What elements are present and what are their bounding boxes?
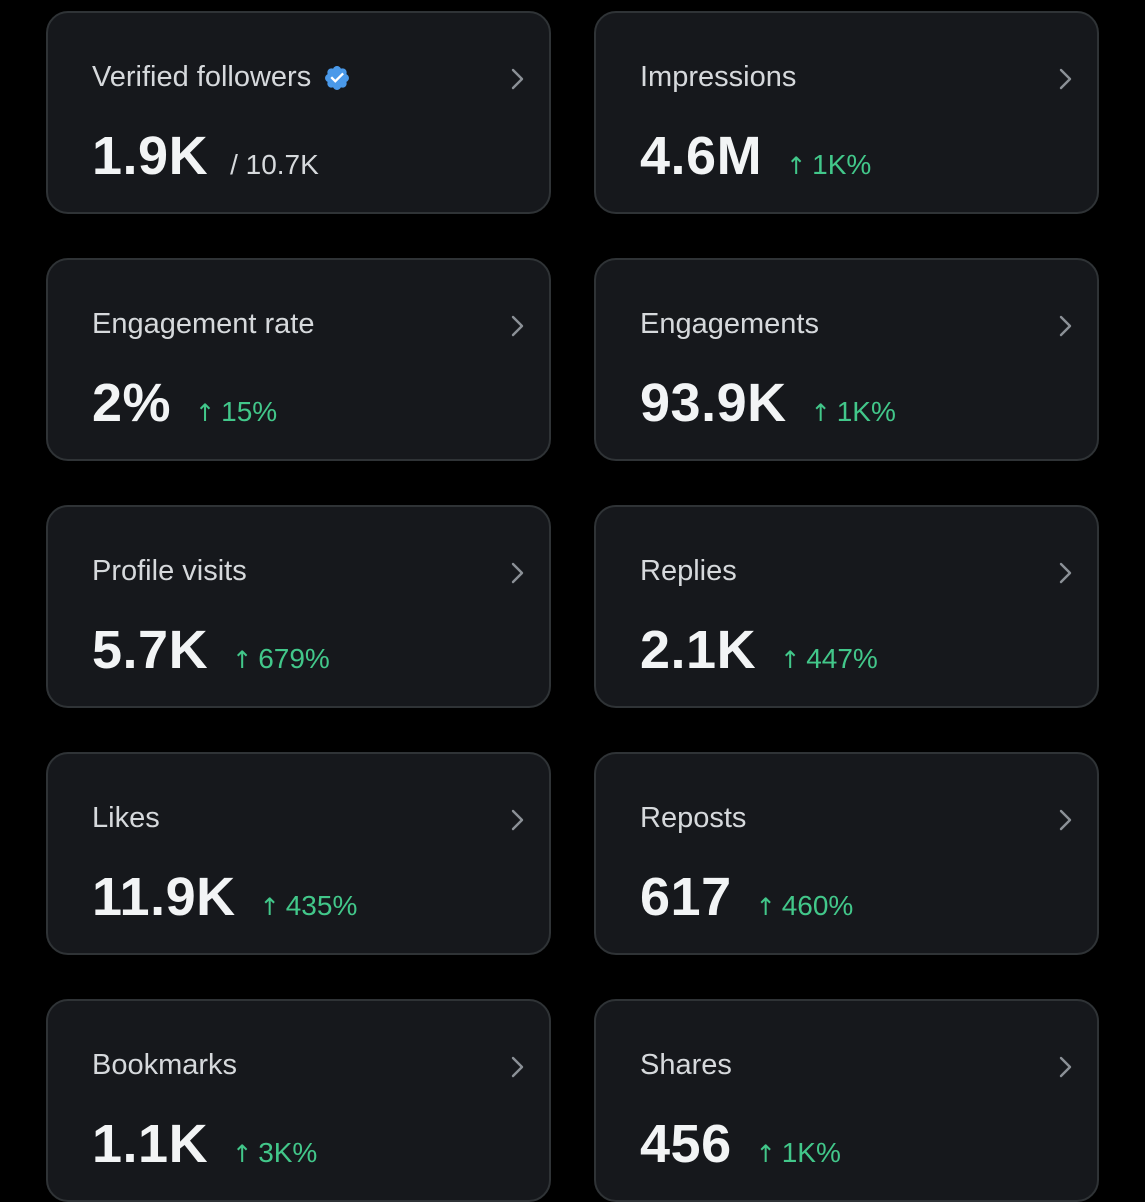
metric-change: ↑ 460% <box>756 890 854 922</box>
change-value: 1K% <box>781 1137 841 1168</box>
value-row: 11.9K ↑ 435% <box>92 866 357 928</box>
card-title-row: Engagement rate <box>92 308 314 341</box>
change-value: 1K% <box>836 396 896 427</box>
chevron-right-icon <box>511 1056 524 1078</box>
card-title: Reposts <box>640 802 747 834</box>
card-title: Engagements <box>640 308 819 340</box>
arrow-up-icon: ↑ <box>232 1140 253 1168</box>
metric-card-reposts[interactable]: Reposts 617 ↑ 460% <box>594 752 1099 955</box>
metric-card-verified-followers[interactable]: Verified followers 1.9K / 10.7K <box>46 11 551 214</box>
card-title: Profile visits <box>92 555 247 587</box>
change-value: 3K% <box>258 1137 318 1168</box>
value-row: 4.6M ↑ 1K% <box>640 125 871 187</box>
value-row: 617 ↑ 460% <box>640 866 853 928</box>
change-value: 15% <box>221 396 278 427</box>
chevron-right-icon <box>511 315 524 337</box>
chevron-right-icon <box>511 809 524 831</box>
metric-change: ↑ 679% <box>232 643 330 675</box>
card-title-row: Likes <box>92 802 160 835</box>
metric-card-profile-visits[interactable]: Profile visits 5.7K ↑ 679% <box>46 505 551 708</box>
value-row: 5.7K ↑ 679% <box>92 619 330 681</box>
change-value: 435% <box>285 890 358 921</box>
chevron-right-icon <box>1059 315 1072 337</box>
card-title-row: Engagements <box>640 308 819 341</box>
arrow-up-icon: ↑ <box>755 1140 776 1168</box>
card-title: Shares <box>640 1049 732 1081</box>
value-row: 1.9K / 10.7K <box>92 125 319 187</box>
metric-value: 2% <box>92 373 172 433</box>
arrow-up-icon: ↑ <box>232 646 253 674</box>
arrow-up-icon: ↑ <box>195 399 216 427</box>
metric-card-replies[interactable]: Replies 2.1K ↑ 447% <box>594 505 1099 708</box>
metric-value: 1.9K <box>92 126 209 186</box>
arrow-up-icon: ↑ <box>755 893 776 921</box>
arrow-up-icon: ↑ <box>259 893 280 921</box>
metric-card-likes[interactable]: Likes 11.9K ↑ 435% <box>46 752 551 955</box>
value-row: 456 ↑ 1K% <box>640 1113 841 1175</box>
metric-change: ↑ 1K% <box>786 149 871 181</box>
chevron-right-icon <box>1059 809 1072 831</box>
metric-total: / 10.7K <box>230 149 319 180</box>
card-title: Verified followers <box>92 61 312 93</box>
metric-card-impressions[interactable]: Impressions 4.6M ↑ 1K% <box>594 11 1099 214</box>
chevron-right-icon <box>1059 68 1072 90</box>
arrow-up-icon: ↑ <box>810 399 831 427</box>
chevron-right-icon <box>511 68 524 90</box>
card-title: Bookmarks <box>92 1049 238 1081</box>
arrow-up-icon: ↑ <box>780 646 801 674</box>
metric-value: 5.7K <box>92 620 209 680</box>
metric-value: 11.9K <box>92 867 236 927</box>
metric-change: ↑ 1K% <box>756 1137 841 1169</box>
chevron-right-icon <box>1059 1056 1072 1078</box>
value-row: 2.1K ↑ 447% <box>640 619 878 681</box>
metric-value: 4.6M <box>640 126 763 186</box>
card-title-row: Bookmarks <box>92 1049 237 1082</box>
metric-change: ↑ 15% <box>195 396 277 428</box>
metric-change: ↑ 1K% <box>811 396 896 428</box>
analytics-grid: Verified followers 1.9K / 10.7K Impressi… <box>46 11 1099 1202</box>
card-title-row: Impressions <box>640 61 796 94</box>
card-title-row: Reposts <box>640 802 746 835</box>
value-row: 2% ↑ 15% <box>92 372 277 434</box>
metric-change: ↑ 447% <box>780 643 878 675</box>
card-title: Replies <box>640 555 737 587</box>
metric-change: ↑ 3K% <box>232 1137 317 1169</box>
change-value: 1K% <box>812 149 872 180</box>
verified-badge-icon <box>325 65 350 90</box>
metric-card-engagements[interactable]: Engagements 93.9K ↑ 1K% <box>594 258 1099 461</box>
metric-value: 2.1K <box>640 620 757 680</box>
value-row: 1.1K ↑ 3K% <box>92 1113 317 1175</box>
metric-card-bookmarks[interactable]: Bookmarks 1.1K ↑ 3K% <box>46 999 551 1202</box>
card-title-row: Profile visits <box>92 555 247 588</box>
card-title: Likes <box>92 802 160 834</box>
metric-value: 456 <box>640 1114 732 1174</box>
metric-value: 93.9K <box>640 373 787 433</box>
metric-value: 617 <box>640 867 732 927</box>
metric-card-engagement-rate[interactable]: Engagement rate 2% ↑ 15% <box>46 258 551 461</box>
chevron-right-icon <box>511 562 524 584</box>
card-title: Engagement rate <box>92 308 315 340</box>
change-value: 679% <box>258 643 330 674</box>
metric-card-shares[interactable]: Shares 456 ↑ 1K% <box>594 999 1099 1202</box>
metric-change: ↑ 435% <box>260 890 358 922</box>
card-title-row: Replies <box>640 555 737 588</box>
value-row: 93.9K ↑ 1K% <box>640 372 896 434</box>
change-value: 447% <box>806 643 878 674</box>
card-title-row: Shares <box>640 1049 732 1082</box>
card-title: Impressions <box>640 61 797 93</box>
chevron-right-icon <box>1059 562 1072 584</box>
change-value: 460% <box>781 890 854 921</box>
metric-value: 1.1K <box>92 1114 209 1174</box>
card-title-row: Verified followers <box>92 61 351 94</box>
arrow-up-icon: ↑ <box>786 152 807 180</box>
